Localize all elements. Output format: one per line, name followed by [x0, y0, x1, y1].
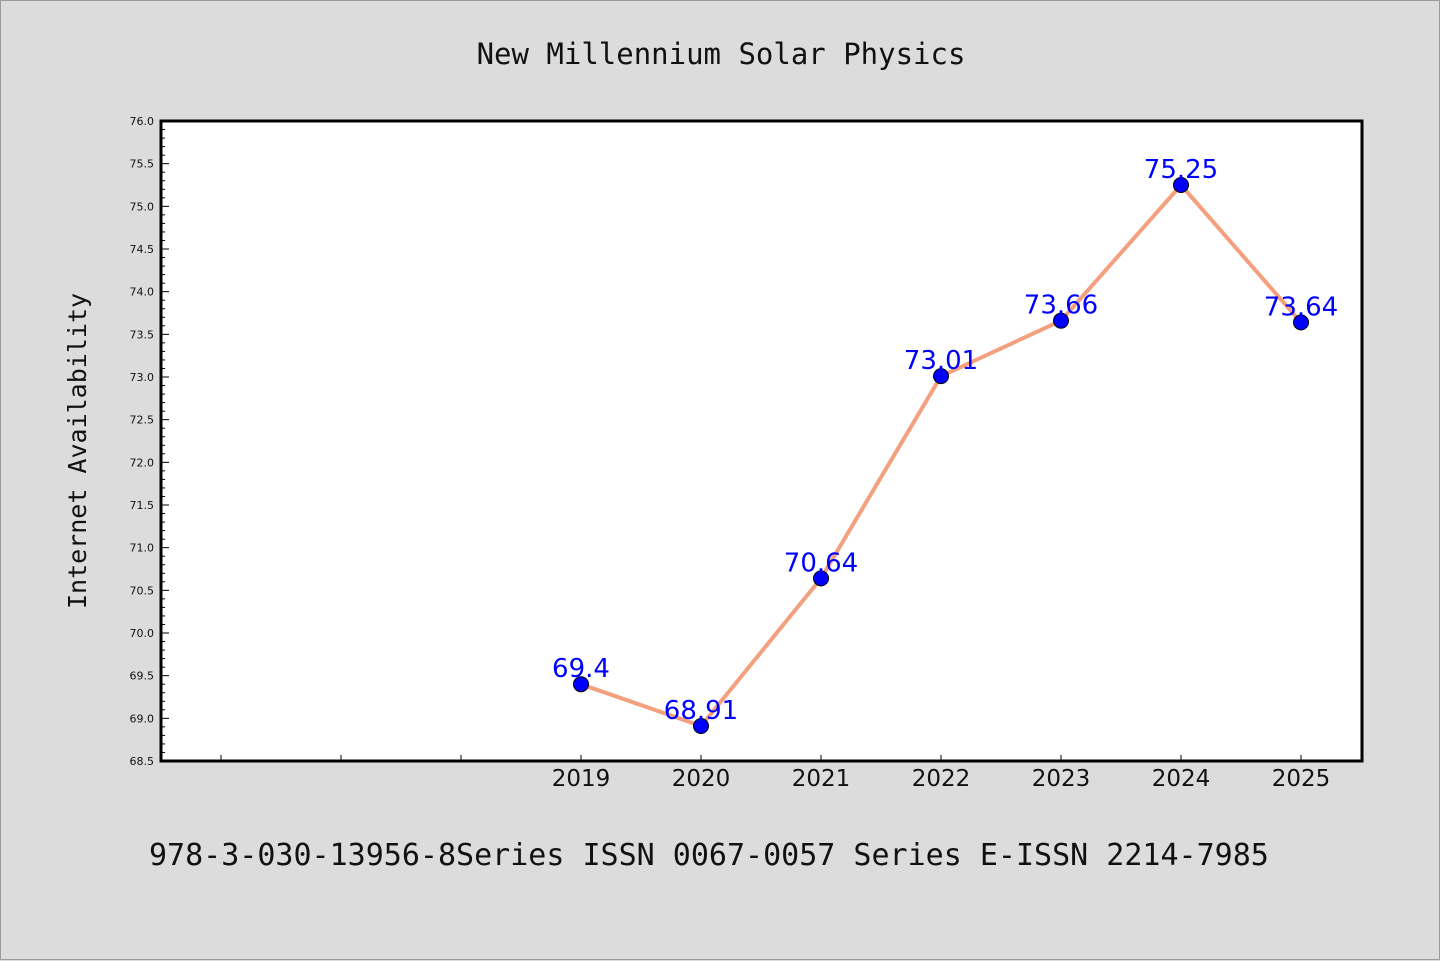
y-tick-label: 75.5 [130, 158, 155, 171]
x-tick-label: 2022 [912, 766, 971, 792]
marker-layer [573, 177, 1309, 735]
data-label: 68.91 [664, 696, 738, 726]
y-tick-label: 71.5 [130, 499, 155, 512]
x-tick-label: 2020 [672, 766, 731, 792]
footer-isbn-issn: 978-3-030-13956-8Series ISSN 0067-0057 S… [149, 838, 1269, 873]
y-axis-label: Internet Availability [63, 293, 92, 609]
data-label: 69.4 [552, 654, 610, 684]
y-tick-label: 72.5 [130, 414, 155, 427]
axis-ticks: 68.5 69.0 69.5 70.0 70.5 71.0 71.5 72.0 72.5 73.0… [130, 115, 1331, 792]
data-label: 73.01 [904, 346, 978, 376]
data-label: 73.66 [1024, 291, 1098, 321]
y-tick-label: 72.0 [130, 456, 155, 469]
x-tick-label: 2023 [1032, 766, 1091, 792]
data-point [1293, 314, 1309, 331]
y-tick-label: 74.0 [130, 286, 155, 299]
data-point [573, 676, 589, 693]
data-point [933, 368, 949, 385]
x-tick-label: 2025 [1272, 766, 1331, 792]
data-label: 73.64 [1264, 292, 1338, 322]
data-point [693, 718, 709, 735]
y-tick-label: 69.0 [130, 712, 155, 725]
y-tick-label: 70.5 [130, 584, 155, 597]
plot-area [159, 119, 1364, 763]
y-tick-label: 73.0 [130, 371, 155, 384]
data-label: 75.25 [1144, 155, 1218, 185]
data-label: 70.64 [784, 548, 858, 578]
x-tick-label: 2019 [552, 766, 611, 792]
data-point [813, 570, 829, 587]
y-tick-label: 70.0 [130, 627, 155, 640]
y-tick-label: 73.5 [130, 328, 155, 341]
y-tick-label: 74.5 [130, 243, 155, 256]
y-tick-label: 71.0 [130, 542, 155, 555]
y-tick-label: 68.5 [130, 755, 155, 768]
x-tick-label: 2021 [792, 766, 851, 792]
chart-title: New Millennium Solar Physics [477, 37, 966, 71]
data-label-layer: 69.4 68.91 70.64 73.01 73.66 75.25 73.64 [552, 155, 1338, 726]
data-point [1173, 177, 1189, 193]
y-tick-label: 75.0 [130, 200, 155, 213]
data-point [1053, 312, 1069, 329]
y-tick-label: 69.5 [130, 670, 155, 683]
x-tick-label: 2024 [1152, 766, 1211, 792]
y-tick-label: 76.0 [130, 115, 155, 128]
